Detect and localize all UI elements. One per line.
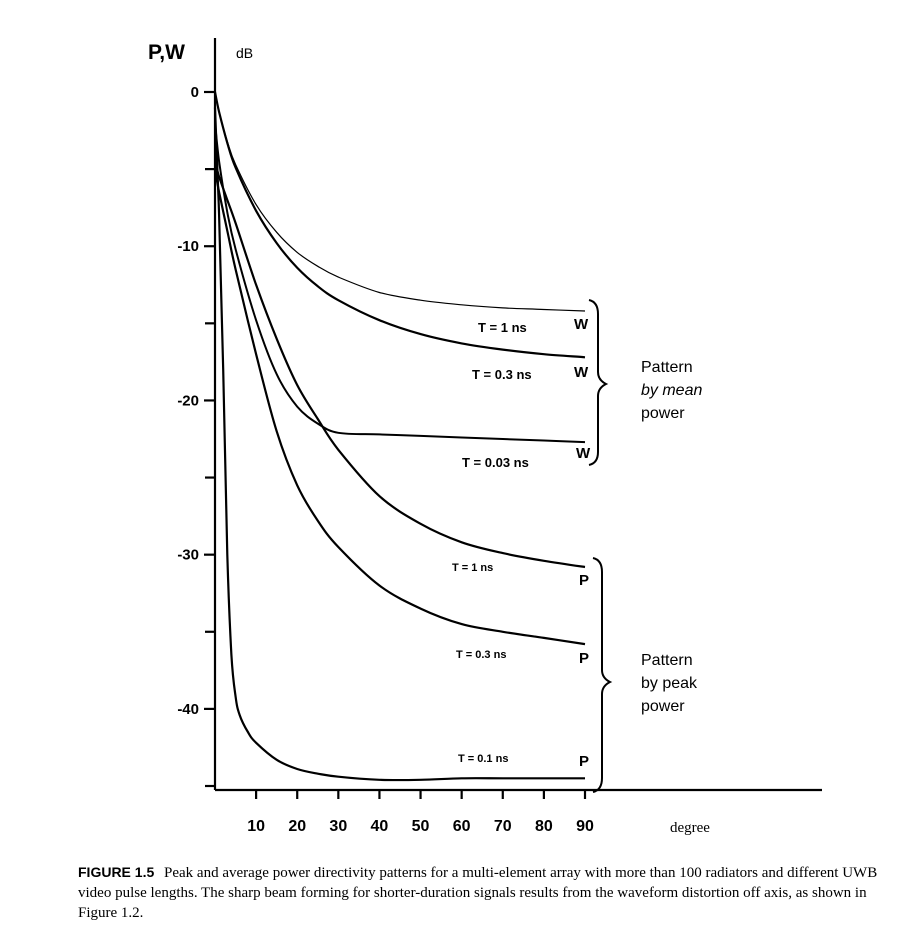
x-tick-label: 30 [329,818,347,835]
series-line-mean-2 [214,122,586,444]
y-ticks: 0 -10 -20 -30 -40 [177,84,215,718]
peak-group-brace [592,557,613,793]
series-line-peak-5 [213,107,585,782]
y-axis-unit: dB [236,45,253,61]
mean-group-label-2: by mean [641,382,702,399]
end-marker-p-1: P [579,572,589,589]
x-tick-label: 60 [453,818,471,835]
y-tick-label: -10 [177,238,199,255]
y-tick-label: -30 [177,547,199,564]
y-tick-label: 0 [191,84,199,101]
y-minor-ticks [205,168,215,788]
end-marker-w-1: W [574,316,589,333]
end-marker-p-3: P [579,753,589,770]
label-peak-1ns: T = 1 ns [452,562,493,574]
x-tick-label: 40 [371,818,389,835]
series-line-mean-0 [214,91,586,312]
peak-group-label-2: by peak [641,675,698,692]
peak-group-label-1: Pattern [641,652,693,669]
caption-text: Peak and average power directivity patte… [78,865,878,921]
label-mean-003ns: T = 0.03 ns [462,455,529,470]
x-tick-label: 20 [288,818,306,835]
y-tick-label: -40 [177,701,199,718]
x-tick-label: 10 [247,818,265,835]
mean-group-brace [588,299,609,466]
label-mean-1ns: T = 1 ns [478,320,527,335]
series-lines [213,91,586,782]
peak-group-label-3: power [641,698,685,715]
x-ticks: 10 20 30 40 50 60 70 80 90 [247,790,594,835]
end-marker-w-3: W [576,445,591,462]
mean-group-label-1: Pattern [641,359,693,376]
directivity-chart: P,W dB 0-10-20-30-40 10 20 30 40 50 60 70 80 90 … [148,38,822,836]
series-line-peak-3 [213,161,586,569]
y-axis-title: P,W [148,41,185,64]
series-line-peak-4 [213,168,586,646]
x-tick-label: 70 [494,818,512,835]
x-tick-label: 90 [576,818,594,835]
caption-label: FIGURE 1.5 [78,864,155,880]
x-tick-label: 50 [412,818,430,835]
x-tick-label: 80 [535,818,553,835]
end-marker-w-2: W [574,364,589,381]
label-peak-01ns: T = 0.1 ns [458,753,508,765]
series-line-mean-1 [213,91,586,359]
x-axis-label: degree [670,820,710,836]
mean-group-label-3: power [641,405,685,422]
figure-caption: FIGURE 1.5 Peak and average power direct… [78,862,898,923]
label-mean-03ns: T = 0.3 ns [472,367,532,382]
label-peak-03ns: T = 0.3 ns [456,649,506,661]
y-tick-label: -20 [177,392,199,409]
end-marker-p-2: P [579,650,589,667]
